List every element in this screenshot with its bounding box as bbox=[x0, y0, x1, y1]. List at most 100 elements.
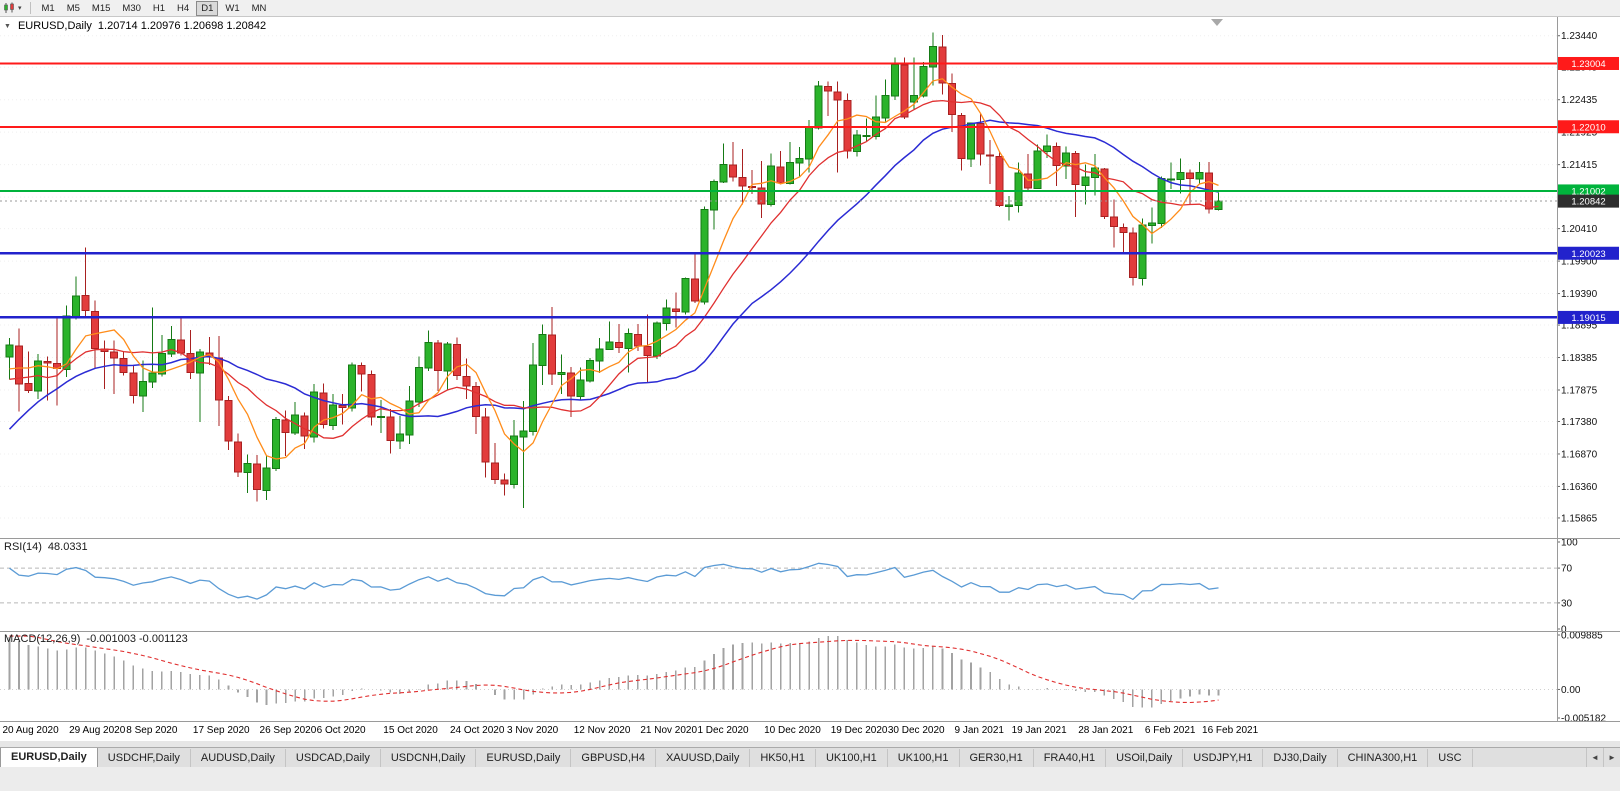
svg-text:1.20023: 1.20023 bbox=[1571, 249, 1605, 260]
macd-title: MACD(12,26,9) bbox=[4, 633, 81, 645]
svg-text:29 Aug 2020: 29 Aug 2020 bbox=[69, 725, 126, 736]
chart-tab-hk50-h1[interactable]: HK50,H1 bbox=[750, 749, 816, 767]
chart-tab-uk100-h1[interactable]: UK100,H1 bbox=[816, 749, 888, 767]
chart-tab-usc[interactable]: USC bbox=[1428, 749, 1473, 767]
support-resistance-lines bbox=[0, 62, 1557, 319]
grid-lines bbox=[0, 35, 1557, 519]
chart-symbol-label: EURUSD,Daily bbox=[17, 20, 92, 32]
svg-text:1.21002: 1.21002 bbox=[1571, 186, 1605, 197]
svg-text:1.19390: 1.19390 bbox=[1561, 289, 1598, 300]
toolbar-divider bbox=[29, 2, 31, 14]
chart-tab-china300-h1[interactable]: CHINA300,H1 bbox=[1338, 749, 1429, 767]
svg-text:8 Sep 2020: 8 Sep 2020 bbox=[126, 725, 178, 736]
timeframe-button-h4[interactable]: H4 bbox=[177, 2, 190, 14]
chart-tab-uk100-h1[interactable]: UK100,H1 bbox=[888, 749, 960, 767]
svg-text:24 Oct 2020: 24 Oct 2020 bbox=[450, 725, 505, 736]
gap-strip bbox=[0, 741, 1620, 747]
chart-tab-xauusd-daily[interactable]: XAUUSD,Daily bbox=[656, 749, 751, 767]
svg-text:0.00: 0.00 bbox=[1561, 685, 1581, 696]
svg-text:1.16870: 1.16870 bbox=[1561, 449, 1598, 460]
chart-tab-audusd-daily[interactable]: AUDUSD,Daily bbox=[191, 749, 286, 767]
macd-signal-line bbox=[9, 635, 1219, 704]
sma-medium-line bbox=[9, 99, 1219, 439]
timeframe-button-m15[interactable]: M15 bbox=[91, 2, 111, 14]
collapse-icon[interactable]: ▼ bbox=[4, 22, 11, 30]
chart-ohlc-values: 1.20714 1.20976 1.20698 1.20842 bbox=[97, 20, 267, 32]
timeframe-button-w1[interactable]: W1 bbox=[225, 2, 240, 14]
chart-tab-usdcad-daily[interactable]: USDCAD,Daily bbox=[286, 749, 381, 767]
svg-text:1.17380: 1.17380 bbox=[1561, 417, 1598, 428]
chart-tab-eurusd-daily[interactable]: EURUSD,Daily bbox=[476, 749, 572, 767]
svg-text:1.20410: 1.20410 bbox=[1561, 224, 1598, 235]
svg-text:19 Dec 2020: 19 Dec 2020 bbox=[831, 725, 888, 736]
svg-text:1.23004: 1.23004 bbox=[1571, 59, 1605, 70]
chart-tab-dj30-daily[interactable]: DJ30,Daily bbox=[1263, 749, 1338, 767]
timeframe-button-group: M1 M5 M15 M30 H1 H4 D1 W1 MN bbox=[36, 0, 273, 16]
svg-text:12 Nov 2020: 12 Nov 2020 bbox=[574, 725, 631, 736]
svg-text:1.18385: 1.18385 bbox=[1561, 353, 1598, 364]
timeframe-button-m30[interactable]: M30 bbox=[122, 2, 141, 14]
svg-text:30: 30 bbox=[1561, 598, 1573, 609]
tab-scroll-buttons: ◄ ► bbox=[1586, 748, 1620, 767]
svg-text:1.19015: 1.19015 bbox=[1571, 313, 1605, 324]
svg-text:1.19900: 1.19900 bbox=[1561, 257, 1598, 268]
chart-tab-eurusd-daily[interactable]: EURUSD,Daily bbox=[0, 748, 98, 767]
candlesticks bbox=[5, 32, 1223, 509]
sma-fast-line bbox=[9, 78, 1219, 460]
svg-text:1.22435: 1.22435 bbox=[1561, 95, 1598, 106]
svg-text:20 Aug 2020: 20 Aug 2020 bbox=[3, 725, 60, 736]
svg-text:16 Feb 2021: 16 Feb 2021 bbox=[1202, 725, 1259, 736]
timeframe-button-m5[interactable]: M5 bbox=[66, 2, 80, 14]
chart-canvas[interactable]: 1.234401.229451.224351.219251.214151.209… bbox=[0, 16, 1620, 741]
macd-panel: 0.009885 0.00 -0.005182 bbox=[0, 631, 1606, 725]
price-tag-boxes: 1.23004 1.22010 1.21002 1.20023 1.19015 1.208… bbox=[1558, 56, 1619, 324]
rsi-panel: 100 70 30 0 bbox=[0, 538, 1578, 636]
timeframe-button-h1[interactable]: H1 bbox=[152, 2, 166, 14]
chart-tab-usoil-daily[interactable]: USOil,Daily bbox=[1106, 749, 1184, 767]
svg-text:19 Jan 2021: 19 Jan 2021 bbox=[1012, 725, 1067, 736]
svg-text:9 Jan 2021: 9 Jan 2021 bbox=[955, 725, 1005, 736]
chart-tab-usdchf-daily[interactable]: USDCHF,Daily bbox=[98, 749, 191, 767]
svg-text:30 Dec 2020: 30 Dec 2020 bbox=[888, 725, 945, 736]
chart-tab-gbpusd-h4[interactable]: GBPUSD,H4 bbox=[571, 749, 656, 767]
svg-text:10 Dec 2020: 10 Dec 2020 bbox=[764, 725, 821, 736]
price-axis: 1.234401.229451.224351.219251.214151.209… bbox=[1557, 31, 1598, 524]
svg-text:1.22010: 1.22010 bbox=[1571, 122, 1605, 133]
svg-text:6 Feb 2021: 6 Feb 2021 bbox=[1145, 725, 1196, 736]
timeframe-button-m1[interactable]: M1 bbox=[41, 2, 55, 14]
svg-text:1 Dec 2020: 1 Dec 2020 bbox=[697, 725, 749, 736]
svg-text:1.17875: 1.17875 bbox=[1561, 385, 1598, 396]
macd-values: -0.001003 -0.001123 bbox=[86, 633, 188, 645]
chart-tab-usdcnh-daily[interactable]: USDCNH,Daily bbox=[381, 749, 477, 767]
moving-averages bbox=[8, 78, 1219, 460]
rsi-line bbox=[9, 562, 1219, 601]
sma-slow-line bbox=[8, 119, 1219, 430]
top-toolbar: ▾ M1 M5 M15 M30 H1 H4 D1 W1 MN bbox=[0, 0, 1620, 17]
svg-text:3 Nov 2020: 3 Nov 2020 bbox=[507, 725, 559, 736]
bottom-filler bbox=[0, 767, 1620, 791]
chart-type-icon[interactable] bbox=[3, 2, 17, 14]
svg-text:28 Jan 2021: 28 Jan 2021 bbox=[1078, 725, 1133, 736]
svg-text:1.21415: 1.21415 bbox=[1561, 160, 1598, 171]
tab-scroll-right-icon[interactable]: ► bbox=[1603, 748, 1620, 767]
svg-text:0.009885: 0.009885 bbox=[1561, 631, 1603, 642]
timeframe-button-mn[interactable]: MN bbox=[251, 2, 267, 14]
chart-shift-marker-icon[interactable] bbox=[1211, 19, 1223, 26]
svg-text:17 Sep 2020: 17 Sep 2020 bbox=[193, 725, 250, 736]
chevron-down-icon[interactable]: ▾ bbox=[18, 5, 22, 12]
timeframe-button-d1[interactable]: D1 bbox=[196, 0, 219, 16]
svg-text:0: 0 bbox=[1561, 625, 1567, 636]
svg-text:15 Oct 2020: 15 Oct 2020 bbox=[383, 725, 438, 736]
macd-histogram bbox=[8, 636, 1220, 708]
svg-text:1.23440: 1.23440 bbox=[1561, 31, 1598, 42]
svg-text:1.15865: 1.15865 bbox=[1561, 513, 1598, 524]
svg-text:26 Sep 2020: 26 Sep 2020 bbox=[260, 725, 317, 736]
tab-scroll-left-icon[interactable]: ◄ bbox=[1586, 748, 1603, 767]
chart-tab-fra40-h1[interactable]: FRA40,H1 bbox=[1034, 749, 1107, 767]
chart-tab-usdjpy-h1[interactable]: USDJPY,H1 bbox=[1183, 749, 1264, 767]
svg-text:-0.005182: -0.005182 bbox=[1561, 714, 1606, 725]
chart-tab-ger30-h1[interactable]: GER30,H1 bbox=[960, 749, 1034, 767]
chart-tab-bar: EURUSD,Daily USDCHF,Daily AUDUSD,Daily USDC… bbox=[0, 747, 1620, 767]
svg-text:1.18895: 1.18895 bbox=[1561, 321, 1598, 332]
svg-text:70: 70 bbox=[1561, 564, 1573, 575]
